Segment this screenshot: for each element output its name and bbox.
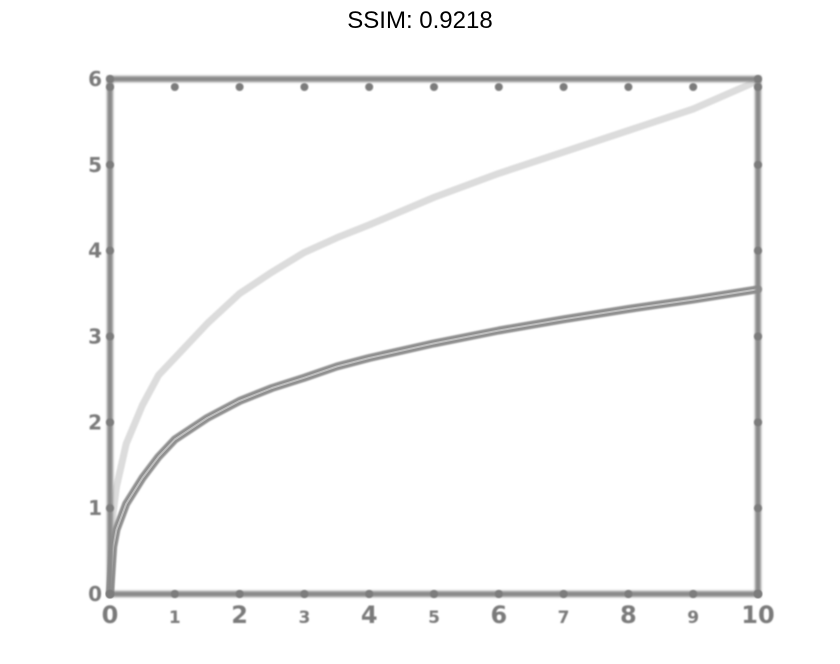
y-tick-6 <box>106 75 114 83</box>
y-tick-right-4 <box>754 246 762 255</box>
y-tick-3 <box>106 332 114 341</box>
x-tick-label-1: 1 <box>169 608 181 628</box>
x-tick-label-9: 9 <box>687 608 699 628</box>
y-tick-label-1: 1 <box>88 496 102 520</box>
x-tick-6 <box>494 590 503 598</box>
x-tick-label-2: 2 <box>231 601 248 629</box>
x-tick-top-4 <box>365 83 374 91</box>
y-tick-label-4: 4 <box>88 239 102 263</box>
x-tick-top-5 <box>430 83 438 91</box>
x-tick-label-4: 4 <box>361 601 378 629</box>
x-tick-top-7 <box>559 83 568 91</box>
y-tick-label-2: 2 <box>88 410 102 434</box>
y-tick-2 <box>106 418 114 427</box>
y-tick-label-3: 3 <box>88 325 102 349</box>
x-tick-label-5: 5 <box>428 608 440 628</box>
y-tick-right-2 <box>754 418 762 427</box>
x-tick-top-1 <box>170 83 179 91</box>
x-tick-7 <box>559 590 568 598</box>
x-tick-top-8 <box>624 83 633 91</box>
y-tick-right-5 <box>754 160 762 169</box>
plot-area: 0 1 2 3 4 5 6 7 8 9 10 0 1 2 3 4 5 6 <box>88 67 775 629</box>
y-tick-0 <box>106 590 114 598</box>
y-tick-5 <box>106 160 114 169</box>
y-tick-1 <box>106 504 114 513</box>
x-tick-label-0: 0 <box>102 601 119 629</box>
y-tick-right-3 <box>754 332 762 341</box>
x-tick-1 <box>170 590 179 598</box>
x-tick-label-7: 7 <box>558 608 570 628</box>
x-tick-top-10 <box>754 83 762 91</box>
x-tick-8 <box>624 590 633 598</box>
series-line-1 <box>106 77 762 598</box>
x-tick-label-10: 10 <box>741 601 774 629</box>
x-tick-label-6: 6 <box>490 601 507 629</box>
y-tick-right-1 <box>754 504 762 513</box>
x-tick-5 <box>430 590 438 598</box>
series-line-2 <box>106 285 762 598</box>
y-tick-4 <box>106 246 114 255</box>
x-tick-3 <box>300 590 309 598</box>
x-tick-top-3 <box>300 83 309 91</box>
series-line-2-highlight <box>109 288 759 595</box>
x-tick-top-0 <box>106 83 114 91</box>
x-tick-label-3: 3 <box>298 608 310 628</box>
x-tick-top-2 <box>235 83 244 91</box>
plot-frame <box>107 76 761 597</box>
y-tick-right-6 <box>754 75 762 83</box>
x-tick-2 <box>235 590 244 598</box>
y-tick-right-0 <box>754 590 762 598</box>
chart-title: SSIM: 0.9218 <box>347 7 492 34</box>
x-tick-top-9 <box>689 83 698 91</box>
x-tick-9 <box>689 590 698 598</box>
x-tick-4 <box>365 590 374 598</box>
x-tick-label-8: 8 <box>620 601 637 629</box>
y-tick-label-6: 6 <box>88 67 102 91</box>
x-tick-top-6 <box>494 83 503 91</box>
y-tick-label-0: 0 <box>88 582 102 606</box>
y-tick-label-5: 5 <box>88 153 102 177</box>
